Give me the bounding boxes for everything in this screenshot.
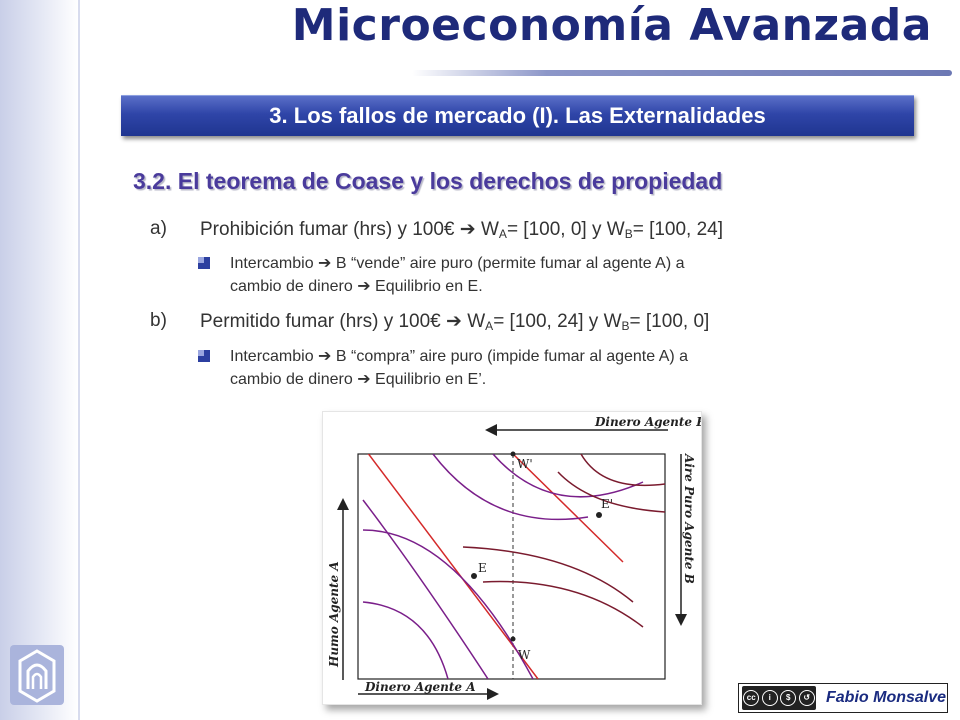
license-badge: cc i $ ↺ Fabio Monsalve — [738, 683, 948, 713]
nc-icon: $ — [780, 690, 797, 706]
bottom-axis-label: Dinero Agente A — [364, 680, 476, 694]
arrow-right-icon: ➔ — [446, 310, 462, 332]
edgeworth-box-diagram: Dinero Agente B Dinero Agente A Humo Age… — [327, 415, 706, 700]
edgeworth-box-figure: Dinero Agente B Dinero Agente A Humo Age… — [322, 411, 706, 705]
item-letter: b) — [150, 310, 167, 331]
edgeworth-box — [357, 453, 666, 680]
label-e: E — [478, 561, 487, 575]
bullet-item-b: Intercambio ➔ B “compra” aire puro (impi… — [198, 345, 688, 391]
item-letter: a) — [150, 218, 167, 239]
arrow-right-icon: ➔ — [318, 253, 332, 272]
label-w: W — [518, 648, 531, 662]
indifference-curve-b-2 — [482, 580, 644, 628]
indifference-curve-a-2 — [362, 529, 534, 679]
arrow-right-icon: ➔ — [357, 369, 371, 388]
slide-header-title: Microeconomía Avanzada — [291, 0, 932, 51]
indifference-curve-a-4 — [432, 454, 589, 521]
label-w-prime: W' — [517, 457, 533, 471]
indifference-curve-a-1 — [362, 499, 489, 679]
top-axis-label: Dinero Agente B — [594, 415, 701, 429]
creative-commons-icon: cc i $ ↺ — [742, 686, 816, 710]
indifference-curve-a-5 — [492, 454, 644, 498]
sa-icon: ↺ — [798, 690, 815, 706]
header-rule — [412, 70, 952, 76]
indifference-curve-b-3 — [557, 471, 665, 513]
left-axis-label: Humo Agente A — [327, 561, 341, 668]
indifference-curve-a-3 — [362, 601, 449, 679]
bullet-item-a: Intercambio ➔ B “vende” aire puro (permi… — [198, 252, 685, 298]
indifference-curve-b-4 — [580, 454, 665, 487]
label-e-prime: E' — [601, 497, 613, 511]
sidebar-gradient — [0, 0, 78, 720]
arrow-right-icon: ➔ — [357, 276, 371, 295]
square-bullet-icon — [198, 350, 210, 362]
square-bullet-icon — [198, 257, 210, 269]
author-name: Fabio Monsalve — [826, 689, 947, 706]
item-text: Prohibición fumar (hrs) y 100€ ➔ WA= [10… — [200, 218, 724, 241]
budget-line-e-prime — [512, 454, 624, 563]
cc-icon: cc — [743, 690, 760, 706]
point-w-prime — [510, 451, 516, 457]
budget-line-e — [367, 454, 539, 679]
sidebar-divider — [78, 0, 80, 720]
arrow-right-icon: ➔ — [318, 346, 332, 365]
subsection-title: 3.2. El teorema de Coase y los derechos … — [133, 168, 723, 194]
indifference-curve-b-1 — [462, 546, 634, 603]
point-e — [471, 573, 477, 579]
arrow-right-icon: ➔ — [459, 218, 476, 240]
by-icon: i — [761, 690, 778, 706]
point-e-prime — [596, 512, 602, 518]
section-title: 3. Los fallos de mercado (I). Las Extern… — [269, 103, 766, 128]
section-banner: 3. Los fallos de mercado (I). Las Extern… — [121, 95, 914, 136]
item-text: Permitido fumar (hrs) y 100€ ➔ WA= [100,… — [200, 310, 710, 333]
university-logo-icon — [10, 645, 64, 705]
point-w — [510, 636, 516, 642]
right-axis-label: Aire Puro Agente B — [682, 453, 696, 584]
